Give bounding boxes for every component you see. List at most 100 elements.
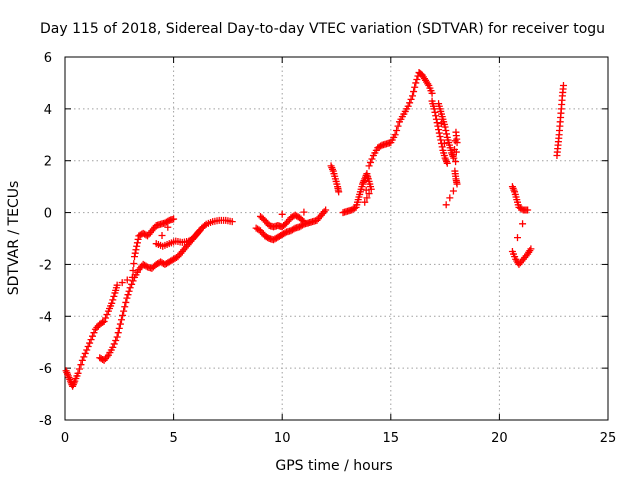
data-series [508,183,535,268]
data-point-marker [201,222,209,230]
y-tick-label: 6 [44,51,52,66]
data-point-marker [300,218,308,226]
y-tick-label: -2 [39,258,52,273]
x-tick-label: 15 [383,431,400,446]
data-point-marker [99,318,107,326]
data-point-marker [433,119,441,127]
data-point-marker [278,210,286,218]
data-point-marker [75,365,83,373]
plot-frame [64,56,609,421]
data-point-marker [437,136,445,144]
data-point-marker [362,186,370,194]
data-point-marker [129,277,137,285]
data-point-marker [118,279,126,287]
data-point-marker [108,299,116,307]
y-tick-label: -6 [39,362,52,377]
chart-title: Day 115 of 2018, Sidereal Day-to-day VTE… [40,21,605,37]
data-point-marker [527,245,535,253]
data-point-marker [428,89,436,97]
data-point-marker [228,218,236,226]
data-point-marker [83,346,91,354]
data-point-marker [442,201,450,209]
data-point-marker [77,361,85,369]
data-point-marker [335,188,343,196]
data-point-marker [100,317,108,325]
data-point-marker [126,284,134,292]
data-point-marker [170,215,178,223]
data-point-marker [524,206,532,214]
data-point-marker [322,206,330,214]
data-point-marker [196,227,204,235]
data-point-marker [124,291,132,299]
data-point-marker [81,349,89,357]
data-point-marker [413,75,421,83]
x-tick-label: 10 [274,431,291,446]
data-point-marker [411,83,419,91]
data-point-marker [84,343,92,351]
y-tick-label: -4 [39,310,52,325]
data-point-marker [112,336,120,344]
data-point-marker [361,198,369,206]
data-point-marker [510,186,518,194]
data-point-marker [440,139,448,147]
data-point-marker [453,180,461,188]
data-point-marker [406,99,414,107]
data-point-marker [132,246,140,254]
x-tick-label: 0 [61,431,69,446]
data-point-marker [412,79,420,87]
y-tick-label: 4 [44,103,52,118]
data-point-marker [367,158,375,166]
data-series [553,82,567,160]
data-point-marker [129,266,137,274]
data-point-marker [365,162,373,170]
data-point-marker [435,126,443,134]
data-point-marker [410,88,418,96]
data-series [327,162,343,196]
data-points [62,69,567,390]
data-point-marker [109,343,117,351]
data-point-marker [298,216,306,224]
data-point-marker [74,369,82,377]
data-point-marker [452,148,460,156]
data-point-marker [442,156,450,164]
data-point-marker [442,126,450,134]
data-point-marker [123,276,131,284]
data-point-marker [114,329,122,337]
data-point-marker [78,356,86,364]
data-point-marker [300,208,308,216]
data-point-marker [113,281,121,289]
data-series [96,227,204,364]
data-point-marker [158,231,166,239]
data-point-marker [443,159,451,167]
data-point-marker [128,280,136,288]
data-point-marker [116,320,124,328]
data-point-marker [409,92,417,100]
data-point-marker [449,187,457,195]
y-tick-label: 2 [44,155,52,170]
data-point-marker [452,158,460,166]
data-point-marker [431,108,439,116]
data-point-marker [103,311,111,319]
x-axis-label: GPS time / hours [275,458,392,474]
data-point-marker [87,336,95,344]
x-tick-label: 5 [169,431,177,446]
data-point-marker [115,324,123,332]
data-point-marker [134,235,142,243]
data-point-marker [131,253,139,261]
data-point-marker [89,332,97,340]
data-point-marker [443,130,451,138]
y-tick-label: -8 [39,414,52,429]
data-point-marker [363,194,371,202]
data-point-marker [432,112,440,120]
data-point-marker [328,164,336,172]
data-point-marker [125,287,133,295]
data-point-marker [441,123,449,131]
data-point-marker [364,174,372,182]
data-point-marker [117,316,125,324]
data-point-marker [120,307,128,315]
data-point-marker [133,239,141,247]
data-point-marker [109,296,117,304]
data-point-marker [80,353,88,361]
data-point-marker [436,133,444,141]
data-point-marker [119,311,127,319]
